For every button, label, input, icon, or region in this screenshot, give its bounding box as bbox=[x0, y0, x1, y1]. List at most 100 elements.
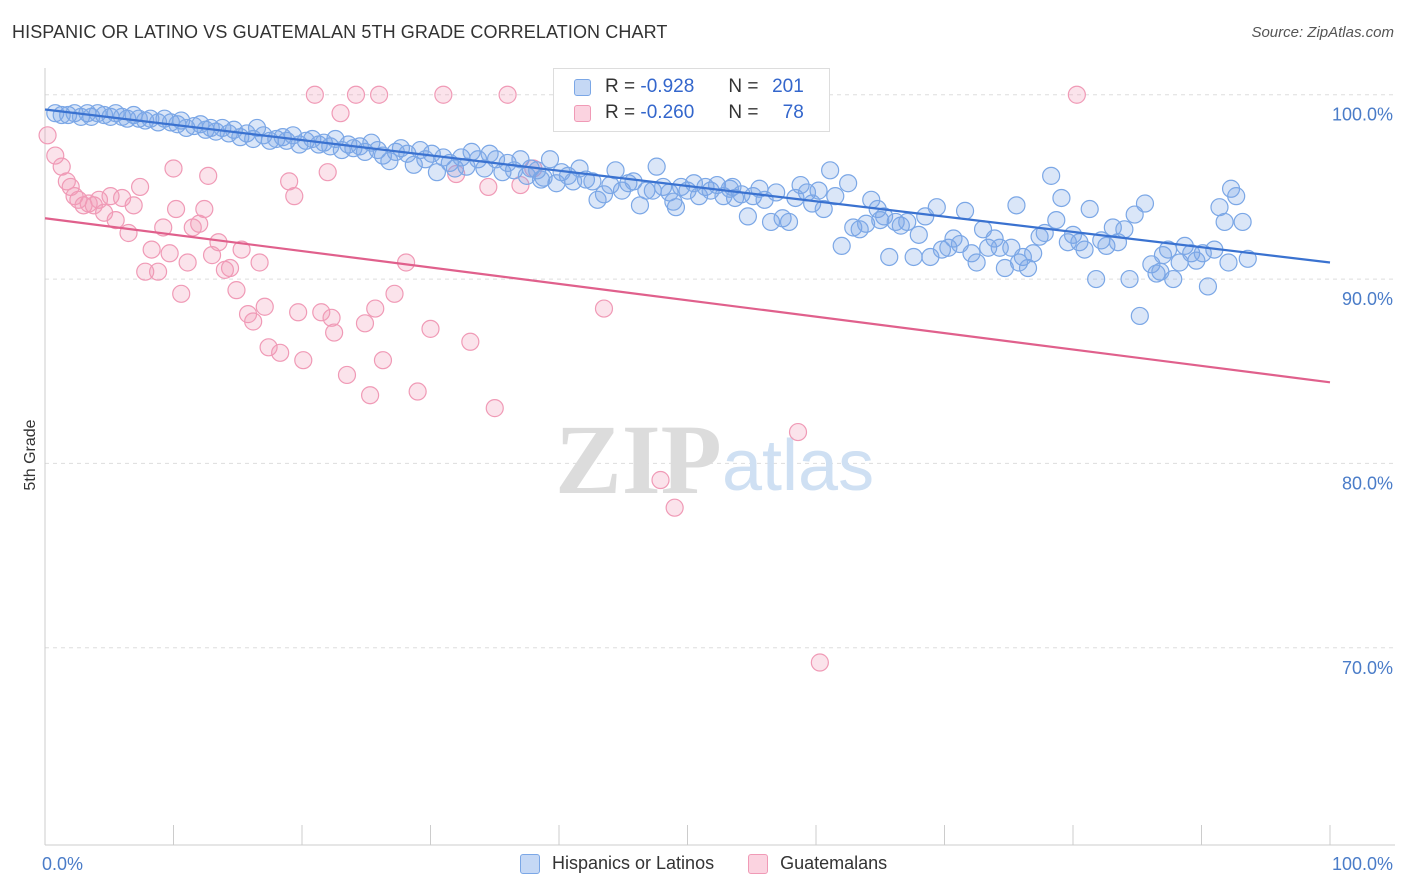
x-tick-label: 0.0% bbox=[42, 854, 83, 874]
data-point-hispanics bbox=[445, 159, 465, 178]
y-tick-label: 90.0% bbox=[1342, 289, 1393, 309]
data-point-hispanics bbox=[664, 192, 683, 211]
legend-r-label: R = bbox=[605, 76, 636, 97]
data-point-guatemalans bbox=[220, 258, 240, 278]
data-point-guatemalans bbox=[485, 399, 504, 418]
data-point-hispanics bbox=[779, 212, 799, 232]
data-point-guatemalans bbox=[651, 470, 670, 490]
series-legend: Hispanics or Latinos Guatemalans bbox=[520, 853, 921, 874]
watermark-zip: ZIP bbox=[555, 404, 722, 515]
data-point-hispanics bbox=[1042, 166, 1061, 185]
data-point-hispanics bbox=[528, 161, 547, 180]
data-point-guatemalans bbox=[337, 365, 357, 385]
data-point-guatemalans bbox=[178, 253, 197, 272]
data-point-guatemalans bbox=[366, 299, 385, 318]
y-axis-label: 5th Grade bbox=[22, 419, 39, 490]
data-point-guatemalans bbox=[289, 303, 308, 322]
legend-label-guatemalans: Guatemalans bbox=[780, 853, 888, 873]
data-point-guatemalans bbox=[312, 303, 331, 322]
legend-n-value: 78 bbox=[782, 102, 804, 123]
data-point-hispanics bbox=[1120, 269, 1139, 289]
data-point-guatemalans bbox=[160, 244, 179, 263]
data-point-guatemalans bbox=[322, 308, 341, 327]
data-point-hispanics bbox=[809, 181, 828, 200]
data-point-guatemalans bbox=[370, 85, 389, 104]
data-point-hispanics bbox=[1215, 212, 1234, 232]
legend-swatch-guatemalans bbox=[574, 104, 591, 122]
data-point-hispanics bbox=[832, 236, 851, 256]
legend-row-hispanics: R = -0.928 N = 201 bbox=[574, 75, 804, 99]
data-point-guatemalans bbox=[346, 85, 366, 104]
data-point-guatemalans bbox=[130, 177, 150, 197]
data-point-hispanics bbox=[583, 172, 602, 191]
data-point-hispanics bbox=[1238, 249, 1257, 268]
legend-item-hispanics: Hispanics or Latinos bbox=[520, 853, 714, 874]
data-point-guatemalans bbox=[331, 104, 350, 123]
data-point-hispanics bbox=[540, 150, 560, 169]
legend-swatch-guatemalans bbox=[748, 853, 769, 874]
data-point-guatemalans bbox=[325, 323, 344, 342]
data-point-guatemalans bbox=[142, 240, 161, 259]
data-point-hispanics bbox=[761, 212, 781, 232]
data-point-hispanics bbox=[1135, 194, 1155, 213]
data-point-hispanics bbox=[995, 258, 1014, 278]
data-point-hispanics bbox=[743, 187, 763, 206]
data-point-hispanics bbox=[1024, 244, 1043, 263]
data-point-hispanics bbox=[939, 238, 958, 257]
data-point-hispanics bbox=[821, 161, 840, 180]
data-point-hispanics bbox=[839, 174, 858, 193]
data-point-guatemalans bbox=[136, 262, 155, 281]
data-point-hispanics bbox=[857, 214, 876, 233]
data-point-guatemalans bbox=[385, 284, 404, 303]
source-label: Source: ZipAtlas.com bbox=[1251, 24, 1394, 41]
data-point-guatemalans bbox=[285, 187, 304, 206]
data-point-guatemalans bbox=[788, 422, 808, 442]
data-point-hispanics bbox=[1007, 196, 1026, 215]
x-tick-label: 100.0% bbox=[1332, 854, 1393, 874]
data-point-hispanics bbox=[880, 247, 899, 267]
data-point-hispanics bbox=[1187, 251, 1206, 270]
watermark-atlas: atlas bbox=[722, 426, 874, 506]
data-point-hispanics bbox=[1075, 240, 1094, 259]
data-point-guatemalans bbox=[244, 312, 263, 331]
data-point-guatemalans bbox=[101, 187, 120, 206]
data-point-hispanics bbox=[791, 175, 810, 195]
tick-labels: 100.0% 90.0% 80.0% 70.0% 0.0% 100.0% bbox=[42, 105, 1393, 874]
data-point-guatemalans bbox=[461, 332, 480, 351]
legend-r-value: -0.928 bbox=[640, 76, 695, 97]
data-point-hispanics bbox=[904, 247, 923, 267]
data-point-guatemalans bbox=[46, 146, 65, 165]
data-point-hispanics bbox=[1115, 220, 1134, 239]
data-point-guatemalans bbox=[294, 351, 313, 370]
data-point-guatemalans bbox=[361, 386, 380, 405]
y-tick-label: 100.0% bbox=[1332, 105, 1393, 125]
data-point-guatemalans bbox=[259, 338, 278, 357]
data-point-hispanics bbox=[1130, 306, 1149, 326]
data-point-guatemalans bbox=[305, 85, 324, 104]
data-point-hispanics bbox=[1087, 269, 1106, 289]
legend-n-label: N = bbox=[728, 102, 759, 123]
data-point-guatemalans bbox=[164, 159, 183, 178]
data-point-hispanics bbox=[1052, 188, 1071, 208]
data-point-guatemalans bbox=[227, 281, 246, 300]
data-point-hispanics bbox=[898, 212, 917, 232]
legend-swatch-hispanics bbox=[574, 78, 591, 96]
data-point-guatemalans bbox=[355, 314, 375, 333]
data-point-hispanics bbox=[647, 157, 666, 176]
data-point-hispanics bbox=[767, 183, 786, 202]
trend-lines bbox=[44, 108, 1331, 384]
data-point-guatemalans bbox=[434, 85, 453, 104]
data-point-hispanics bbox=[247, 118, 267, 138]
data-point-guatemalans bbox=[810, 653, 829, 672]
trend-line-hispanics bbox=[44, 108, 1331, 264]
data-point-hispanics bbox=[1233, 212, 1252, 232]
data-point-guatemalans bbox=[255, 297, 274, 316]
data-point-guatemalans bbox=[250, 253, 269, 272]
data-point-hispanics bbox=[606, 161, 625, 180]
data-point-guatemalans bbox=[84, 196, 103, 215]
data-point-guatemalans bbox=[408, 382, 427, 401]
data-point-hispanics bbox=[909, 225, 928, 244]
data-point-hispanics bbox=[927, 198, 946, 217]
data-point-guatemalans bbox=[172, 284, 191, 303]
